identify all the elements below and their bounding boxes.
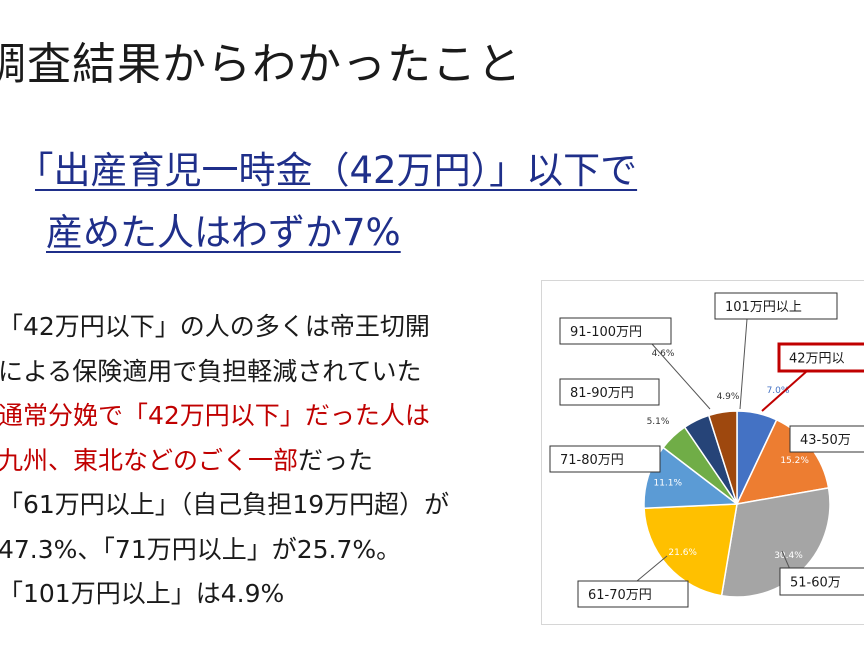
pie-value-label: 15.2% xyxy=(780,456,809,466)
finding-item: 九州、東北などのごく一部だった xyxy=(0,445,374,475)
pie-value-label: 4.9% xyxy=(717,392,740,402)
pie-value-label: 5.1% xyxy=(647,417,670,427)
pie-value-label: 21.6% xyxy=(668,548,697,558)
pie-value-label: 11.1% xyxy=(653,478,682,488)
callout-leader xyxy=(636,555,668,582)
pie-slice xyxy=(643,503,738,597)
finding-item: 「42万円以下」の人の多くは帝王切開 xyxy=(0,312,430,341)
pie-value-label: 7.0% xyxy=(767,386,790,396)
category-label: 43-50万 xyxy=(800,433,851,448)
finding-item: 47.3%、「71万円以上」が25.7%。 xyxy=(0,534,402,564)
finding-item: 「61万円以上」（自己負担19万円超）が xyxy=(0,490,450,519)
category-label-box xyxy=(779,567,864,596)
callout-leader xyxy=(761,370,808,412)
category-label-box xyxy=(789,425,864,453)
pie-value-label: 30.4% xyxy=(774,551,803,561)
slide-title: 調査結果からわかったこと xyxy=(0,39,522,90)
pie-chart: 7.0% 15.2% 30.4% 21.6% 11.1% 5.1% 4.6% 4.9% 42万円… xyxy=(549,292,864,608)
category-label: 101万円以上 xyxy=(725,300,802,315)
headline-line-2: 産めた人はわずか7% xyxy=(46,211,401,254)
category-label-box xyxy=(577,580,689,608)
headline-line-1: 「出産育児一時金（42万円）」以下で xyxy=(35,149,638,192)
category-label: 81-90万円 xyxy=(570,386,634,401)
findings-list: 「42万円以下」の人の多くは帝王切開 による保険適用で負担軽減されていた 通常分… xyxy=(0,305,449,617)
category-label-box xyxy=(559,378,660,406)
pie-chart-panel: 7.0% 15.2% 30.4% 21.6% 11.1% 5.1% 4.6% 4.9% 42万円… xyxy=(541,280,864,625)
category-label: 51-60万 xyxy=(790,576,841,591)
category-label: 71-80万円 xyxy=(560,453,624,468)
pie-value-label: 4.6% xyxy=(652,349,675,359)
category-label-box xyxy=(714,292,838,320)
category-label: 91-100万円 xyxy=(570,325,642,340)
callout-leader xyxy=(739,318,748,410)
pie-slice xyxy=(707,410,738,505)
finding-item: 「101万円以上」は4.9% xyxy=(0,579,285,608)
headline-bullet: 】 xyxy=(0,149,21,192)
finding-item: による保険適用で負担軽減されていた xyxy=(0,356,422,386)
headline: 】「出産育児一時金（42万円）」以下で 産めた人はわずか7% xyxy=(0,140,637,264)
pie-slice xyxy=(643,446,740,510)
callout-leader xyxy=(651,343,711,410)
category-label: 42万円以 xyxy=(789,352,845,367)
category-label-box xyxy=(777,342,864,373)
finding-item: 通常分娩で「42万円以下」だった人は xyxy=(0,401,430,430)
category-label-box xyxy=(559,317,672,345)
category-label-box xyxy=(549,445,661,473)
category-label: 61-70万円 xyxy=(588,588,652,603)
